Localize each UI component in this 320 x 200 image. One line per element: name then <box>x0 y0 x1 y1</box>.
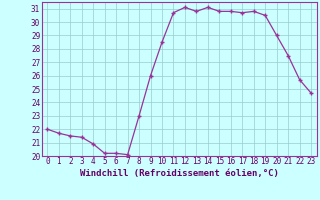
X-axis label: Windchill (Refroidissement éolien,°C): Windchill (Refroidissement éolien,°C) <box>80 169 279 178</box>
